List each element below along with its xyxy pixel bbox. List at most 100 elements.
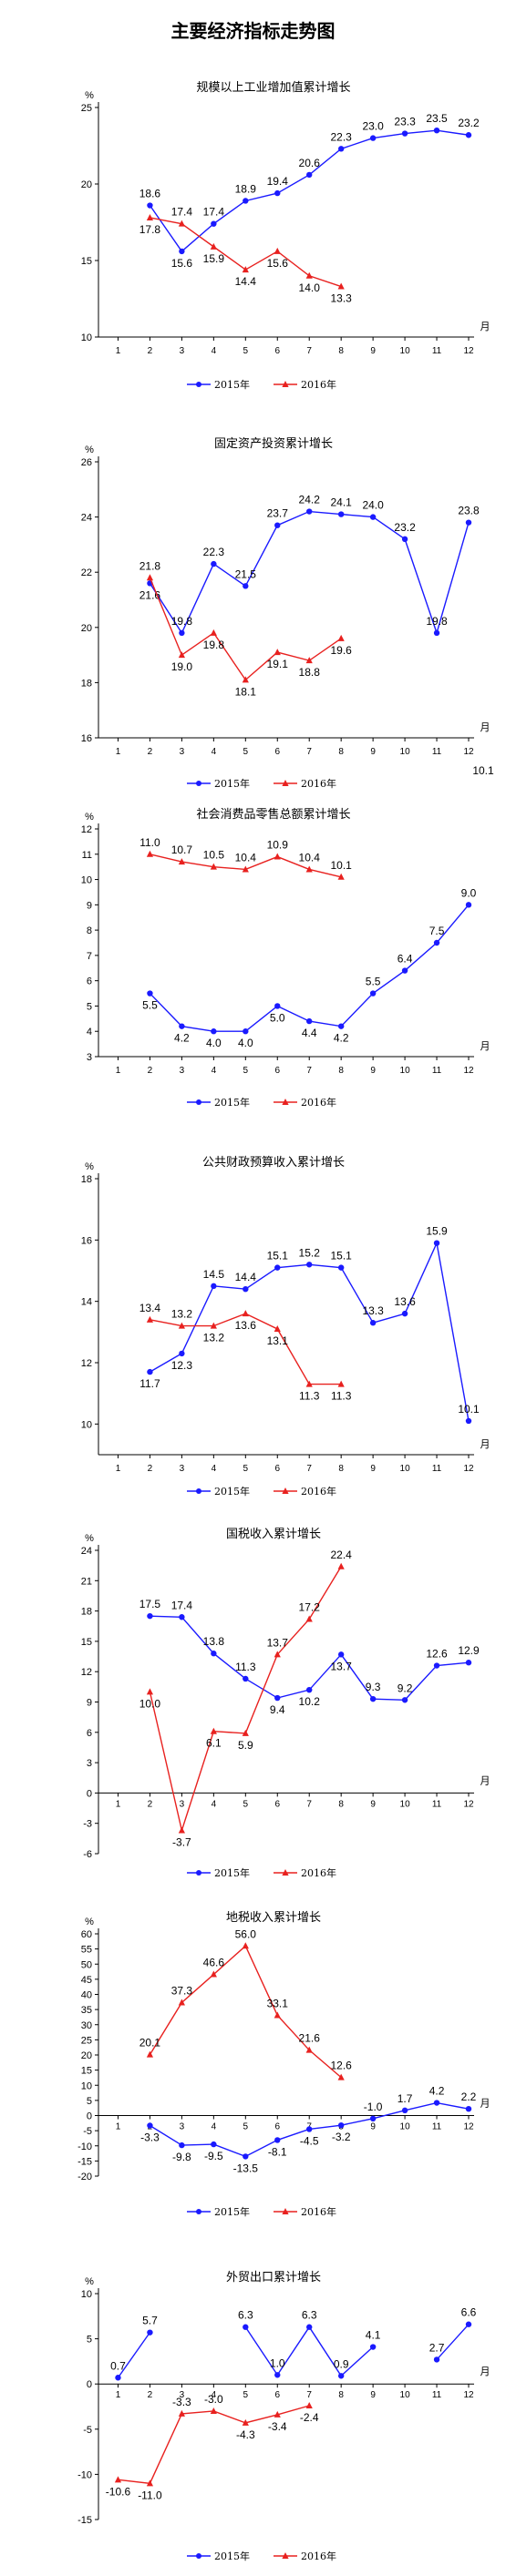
data-point — [274, 2137, 281, 2143]
x-tick-label: 1 — [116, 346, 121, 356]
data-point — [210, 1970, 217, 1978]
data-point — [274, 2372, 281, 2378]
x-tick-label: 9 — [370, 2390, 376, 2400]
x-tick-label: 5 — [243, 747, 249, 757]
legend-marker — [196, 781, 201, 786]
legend-label: 2015年 — [214, 1096, 250, 1109]
data-label: 23.2 — [458, 117, 480, 129]
y-tick-label: 40 — [81, 1990, 92, 2001]
data-label: 13.6 — [235, 1319, 257, 1332]
data-point — [147, 1612, 153, 1620]
chart-panel-industrial-value-added: 规模以上工业增加值累计增长% 月 10 15 20 25 1 2 3 4 5 6 7 8 9 10 11 12 18… — [0, 55, 506, 401]
data-label: 17.4 — [171, 206, 193, 219]
x-tick-label: 11 — [432, 1799, 442, 1809]
x-tick-label: 12 — [463, 346, 474, 356]
x-tick-label: 7 — [306, 346, 312, 356]
chart-legend: 2015年 2016年 — [187, 2205, 336, 2218]
data-label: 13.2 — [203, 1332, 225, 1344]
data-label: 9.4 — [270, 1703, 285, 1716]
chart-title: 公共财政预算收入累计增长 — [202, 1156, 345, 1170]
data-label: -10.6 — [106, 2485, 131, 2498]
x-tick-label: 3 — [180, 747, 185, 757]
data-label: 21.6 — [299, 2032, 321, 2045]
data-point — [433, 939, 440, 946]
data-label: 17.5 — [139, 1598, 161, 1610]
data-label: 7.5 — [429, 925, 445, 937]
data-point — [210, 242, 217, 250]
y-unit-label: % — [85, 90, 94, 101]
data-point — [179, 2142, 185, 2149]
legend-label: 2016年 — [301, 1485, 336, 1498]
data-label: 13.3 — [330, 292, 352, 305]
data-label: 15.9 — [426, 1225, 448, 1238]
data-label: 13.8 — [203, 1635, 225, 1648]
data-label: 13.6 — [394, 1295, 416, 1308]
y-tick-label: 18 — [81, 1174, 92, 1185]
data-label: 6.1 — [206, 1737, 222, 1750]
legend-marker — [282, 2552, 289, 2559]
x-tick-label: 9 — [370, 346, 376, 356]
x-tick-label: 1 — [116, 1066, 121, 1076]
data-point — [465, 519, 472, 526]
y-tick-label: 16 — [81, 733, 92, 744]
legend-label: 2016年 — [301, 378, 336, 391]
x-tick-label: 11 — [432, 1464, 442, 1474]
legend-label: 2015年 — [214, 777, 250, 790]
series-line — [149, 904, 470, 1032]
x-tick-label: 1 — [116, 2122, 121, 2132]
x-tick-label: 1 — [116, 747, 121, 757]
data-label: 19.1 — [267, 658, 289, 670]
data-point — [178, 220, 185, 227]
x-tick-label: 12 — [463, 1464, 474, 1474]
data-point — [178, 651, 185, 659]
y-tick-label: 25 — [81, 2035, 92, 2046]
data-point — [211, 1651, 217, 1657]
data-label: 6.3 — [238, 2309, 253, 2322]
data-label: 17.4 — [203, 206, 225, 219]
legend-label: 2016年 — [301, 1096, 336, 1109]
data-label: 15.1 — [267, 1250, 289, 1262]
x-tick-label: 4 — [212, 2390, 217, 2400]
y-tick-label: -20 — [77, 2172, 92, 2182]
data-point — [369, 514, 377, 520]
x-tick-label: 8 — [338, 2390, 344, 2400]
data-label: 10.1 — [458, 1403, 480, 1416]
data-point — [147, 2329, 153, 2336]
legend-label: 2015年 — [214, 2205, 250, 2218]
data-label: -4.5 — [300, 2134, 319, 2147]
x-tick-label: 2 — [148, 2390, 153, 2400]
data-point — [306, 1262, 313, 1268]
x-tick-label: 11 — [432, 1066, 442, 1076]
y-tick-label: 60 — [81, 1929, 92, 1940]
data-label: 5.5 — [142, 999, 158, 1012]
data-point — [242, 865, 249, 873]
data-label: 10.1 — [330, 859, 352, 872]
data-label: 14.4 — [235, 1271, 257, 1283]
chart-panel-export: 外贸出口累计增长% 月 -15 -10 -5 0 5 10 1 2 3 4 5 6 7 8 9 10 11 12 0.7… — [0, 2246, 506, 2570]
x-unit-label: 月 — [480, 322, 491, 332]
data-point — [401, 130, 408, 137]
y-tick-label: 3 — [87, 1758, 92, 1769]
y-tick-label: 24 — [81, 1546, 92, 1557]
data-label: 11.3 — [235, 1661, 256, 1673]
data-point — [146, 1315, 154, 1323]
data-label: 23.3 — [394, 116, 416, 128]
y-tick-label: 7 — [87, 951, 92, 962]
y-tick-label: 0 — [87, 1788, 92, 1799]
y-tick-label: -15 — [77, 2515, 92, 2526]
x-tick-label: 10 — [400, 346, 411, 356]
data-point — [274, 649, 281, 656]
data-point — [242, 1942, 249, 1949]
data-label: -3.4 — [268, 2420, 287, 2433]
data-point — [465, 1660, 472, 1666]
y-tick-label: 11 — [82, 850, 92, 861]
data-point — [242, 2418, 249, 2426]
data-label: 21.5 — [235, 567, 257, 580]
data-point — [178, 2409, 185, 2417]
y-tick-label: 5 — [87, 1001, 92, 1012]
data-label: 56.0 — [235, 1927, 257, 1940]
x-tick-label: 9 — [370, 1066, 376, 1076]
data-point — [274, 853, 281, 860]
data-label: 20.1 — [139, 2037, 161, 2050]
